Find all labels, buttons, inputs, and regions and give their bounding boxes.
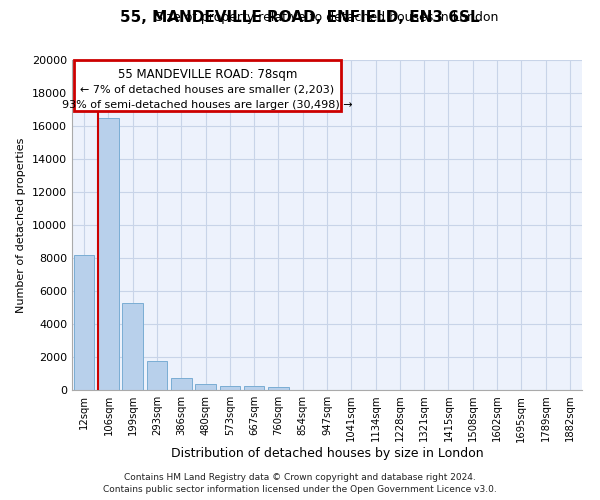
Bar	[74, 254, 94, 390]
X-axis label: Distribution of detached houses by size in London: Distribution of detached houses by size …	[170, 447, 484, 460]
Text: ← 7% of detached houses are smaller (2,203): ← 7% of detached houses are smaller (2,2…	[80, 84, 334, 94]
Text: Contains public sector information licensed under the Open Government Licence v3: Contains public sector information licen…	[103, 485, 497, 494]
Title: Size of property relative to detached houses in London: Size of property relative to detached ho…	[155, 11, 499, 24]
Text: 55 MANDEVILLE ROAD: 78sqm: 55 MANDEVILLE ROAD: 78sqm	[118, 68, 297, 81]
Bar	[220, 386, 240, 390]
Bar	[98, 118, 119, 390]
Bar	[195, 384, 216, 390]
Text: 93% of semi-detached houses are larger (30,498) →: 93% of semi-detached houses are larger (…	[62, 100, 353, 110]
Bar	[122, 302, 143, 390]
Bar	[244, 386, 265, 390]
FancyBboxPatch shape	[74, 60, 341, 111]
Bar	[268, 387, 289, 390]
Bar	[171, 378, 191, 390]
Text: 55, MANDEVILLE ROAD, ENFIELD, EN3 6SL: 55, MANDEVILLE ROAD, ENFIELD, EN3 6SL	[120, 10, 480, 25]
Y-axis label: Number of detached properties: Number of detached properties	[16, 138, 26, 312]
Text: Contains HM Land Registry data © Crown copyright and database right 2024.: Contains HM Land Registry data © Crown c…	[124, 474, 476, 482]
Bar	[146, 361, 167, 390]
